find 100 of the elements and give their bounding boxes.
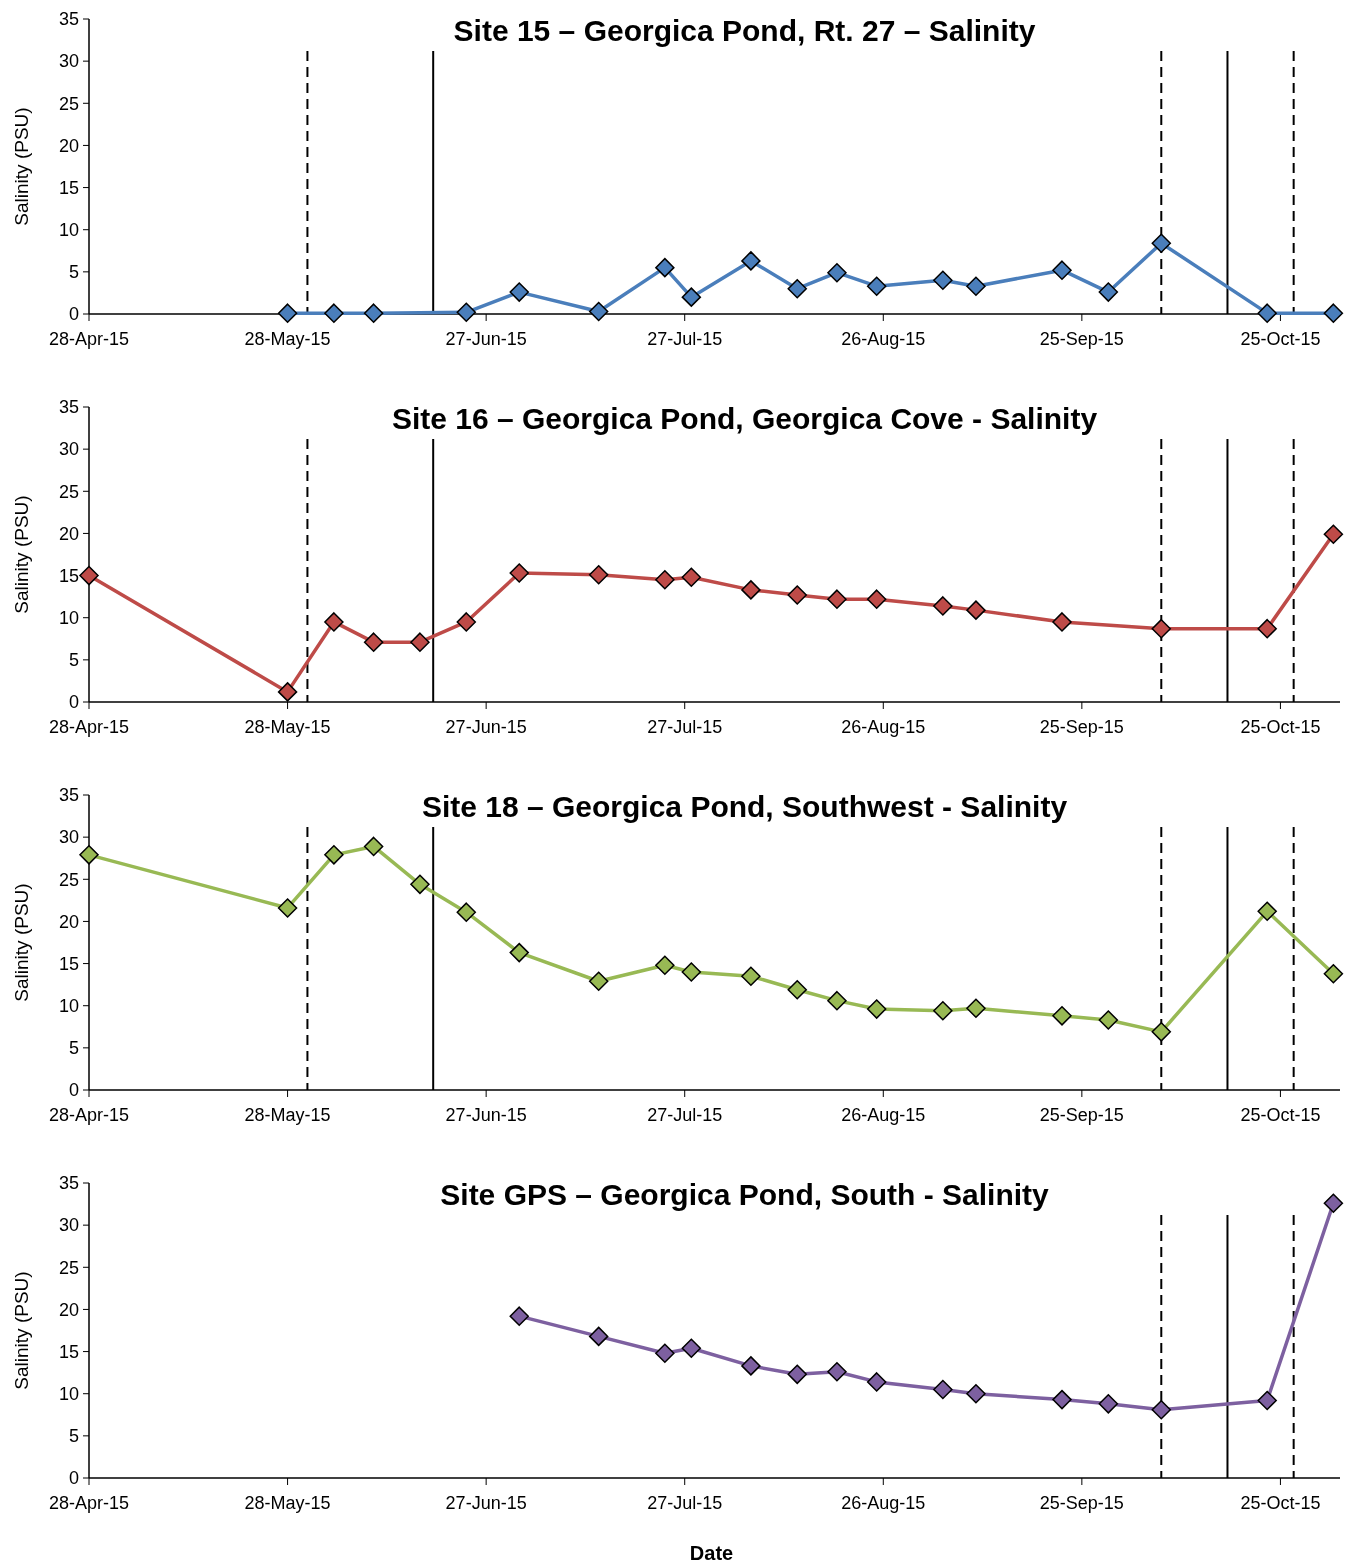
y-tick-label: 20 [58, 1299, 79, 1320]
point [1323, 963, 1344, 984]
point [741, 966, 761, 986]
point [324, 303, 344, 323]
x-tick-label: 28-May-15 [244, 1493, 331, 1513]
x-axis-title: Date [689, 1542, 734, 1564]
point [966, 1383, 986, 1404]
point [1323, 524, 1344, 545]
point [363, 836, 384, 857]
y-tick-label: 15 [58, 177, 79, 198]
point [1323, 1193, 1344, 1213]
x-tick-label: 27-Jun-15 [445, 717, 527, 737]
y-tick-label: 30 [58, 827, 79, 848]
x-tick-label: 26-Aug-15 [841, 1105, 926, 1125]
point [827, 1362, 847, 1382]
y-tick-label: 10 [58, 608, 79, 629]
point [1151, 233, 1172, 253]
x-tick-label: 27-Jul-15 [647, 717, 723, 737]
y-tick-label: 5 [68, 1426, 79, 1447]
x-tick-label: 25-Sep-15 [1039, 1493, 1124, 1513]
y-tick-label: 30 [58, 439, 79, 460]
point [933, 596, 953, 616]
point [1257, 1390, 1277, 1411]
y-tick-label: 25 [58, 1257, 79, 1278]
point [277, 303, 298, 323]
x-tick-label: 27-Jun-15 [445, 1493, 527, 1513]
point [509, 1306, 529, 1326]
y-tick-label: 0 [68, 1468, 79, 1489]
point [588, 971, 609, 992]
point [456, 902, 477, 922]
point [1323, 303, 1344, 323]
x-tick-label: 25-Oct-15 [1240, 1493, 1321, 1513]
y-tick-label: 30 [58, 1215, 79, 1236]
y-tick-label: 25 [58, 481, 79, 502]
y-tick-label: 10 [58, 1384, 79, 1405]
point [1052, 1389, 1072, 1410]
y-tick-label: 35 [58, 9, 79, 30]
x-tick-label: 28-May-15 [244, 1105, 331, 1125]
x-tick-label: 25-Sep-15 [1039, 717, 1124, 737]
x-tick-label: 28-Apr-15 [48, 1493, 130, 1513]
point [588, 564, 609, 585]
point [741, 251, 761, 271]
y-axis-title: Salinity (PSU) [11, 883, 32, 1002]
point [1052, 612, 1072, 632]
point [456, 612, 477, 632]
point [363, 303, 384, 323]
point [655, 955, 675, 976]
y-tick-label: 20 [58, 911, 79, 932]
point [966, 600, 986, 620]
y-tick-label: 5 [68, 650, 79, 671]
point [324, 612, 344, 632]
point [509, 942, 529, 963]
point [741, 580, 761, 600]
x-tick-label: 28-Apr-15 [48, 1105, 130, 1125]
point [509, 282, 529, 302]
y-tick-label: 35 [58, 785, 79, 806]
x-tick-label: 25-Sep-15 [1039, 329, 1124, 349]
y-axis-title: Salinity (PSU) [11, 107, 32, 226]
point [1257, 618, 1277, 639]
point [1052, 260, 1072, 280]
y-tick-label: 30 [58, 51, 79, 72]
y-tick-label: 20 [58, 135, 79, 156]
y-tick-label: 20 [58, 523, 79, 544]
x-tick-label: 25-Oct-15 [1240, 717, 1321, 737]
point [827, 262, 847, 283]
y-tick-label: 0 [68, 692, 79, 713]
point [324, 845, 344, 865]
point [866, 1372, 887, 1392]
point [1098, 1010, 1119, 1030]
point [655, 257, 675, 278]
y-tick-label: 5 [68, 1038, 79, 1059]
y-tick-label: 35 [58, 397, 79, 418]
point [787, 585, 807, 605]
point [866, 589, 887, 609]
y-tick-label: 10 [58, 220, 79, 241]
point [588, 301, 609, 322]
point [681, 1338, 702, 1358]
point [933, 1001, 953, 1021]
point [1098, 1394, 1119, 1414]
point [1151, 618, 1172, 639]
point [827, 990, 847, 1011]
x-tick-label: 25-Sep-15 [1039, 1105, 1124, 1125]
y-tick-label: 15 [58, 565, 79, 586]
x-tick-label: 27-Jul-15 [647, 1493, 723, 1513]
x-tick-label: 28-Apr-15 [48, 717, 130, 737]
y-tick-label: 10 [58, 996, 79, 1017]
point [1098, 282, 1119, 302]
point [787, 278, 807, 299]
point [363, 632, 384, 652]
y-tick-label: 15 [58, 1341, 79, 1362]
point [827, 589, 847, 609]
point [681, 287, 702, 307]
y-axis-title: Salinity (PSU) [11, 495, 32, 614]
x-tick-label: 28-May-15 [244, 329, 331, 349]
y-tick-label: 25 [58, 93, 79, 114]
x-tick-label: 25-Oct-15 [1240, 1105, 1321, 1125]
chart-title: Site 15 – Georgica Pond, Rt. 27 – Salinity [453, 14, 1036, 47]
x-tick-label: 26-Aug-15 [841, 717, 926, 737]
x-tick-label: 25-Oct-15 [1240, 329, 1321, 349]
point [966, 998, 986, 1018]
